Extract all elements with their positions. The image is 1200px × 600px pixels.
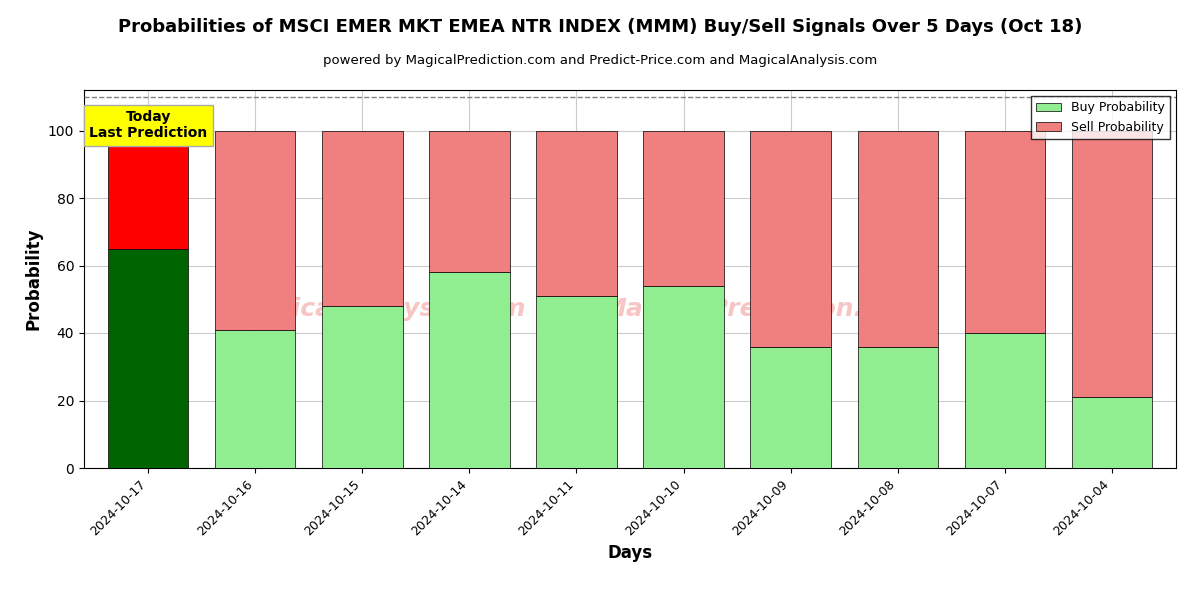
- Bar: [858, 130, 937, 347]
- Bar: [536, 130, 617, 296]
- Bar: [965, 130, 1045, 333]
- Bar: [643, 130, 724, 286]
- Bar: [643, 286, 724, 468]
- Bar: [108, 130, 188, 248]
- Bar: [430, 272, 510, 468]
- Bar: [1072, 397, 1152, 468]
- Bar: [323, 306, 402, 468]
- Bar: [858, 347, 937, 468]
- Y-axis label: Probability: Probability: [24, 228, 42, 330]
- Bar: [215, 329, 295, 468]
- Text: MagicalPrediction.com: MagicalPrediction.com: [601, 297, 922, 321]
- Text: powered by MagicalPrediction.com and Predict-Price.com and MagicalAnalysis.com: powered by MagicalPrediction.com and Pre…: [323, 54, 877, 67]
- Bar: [750, 130, 830, 347]
- X-axis label: Days: Days: [607, 544, 653, 562]
- Bar: [215, 130, 295, 329]
- Text: Probabilities of MSCI EMER MKT EMEA NTR INDEX (MMM) Buy/Sell Signals Over 5 Days: Probabilities of MSCI EMER MKT EMEA NTR …: [118, 18, 1082, 36]
- Text: MagicalAnalysis.com: MagicalAnalysis.com: [232, 297, 526, 321]
- Legend: Buy Probability, Sell Probability: Buy Probability, Sell Probability: [1031, 96, 1170, 139]
- Bar: [965, 333, 1045, 468]
- Bar: [430, 130, 510, 272]
- Bar: [108, 248, 188, 468]
- Bar: [536, 296, 617, 468]
- Bar: [750, 347, 830, 468]
- Text: Today
Last Prediction: Today Last Prediction: [89, 110, 208, 140]
- Bar: [323, 130, 402, 306]
- Bar: [1072, 130, 1152, 397]
